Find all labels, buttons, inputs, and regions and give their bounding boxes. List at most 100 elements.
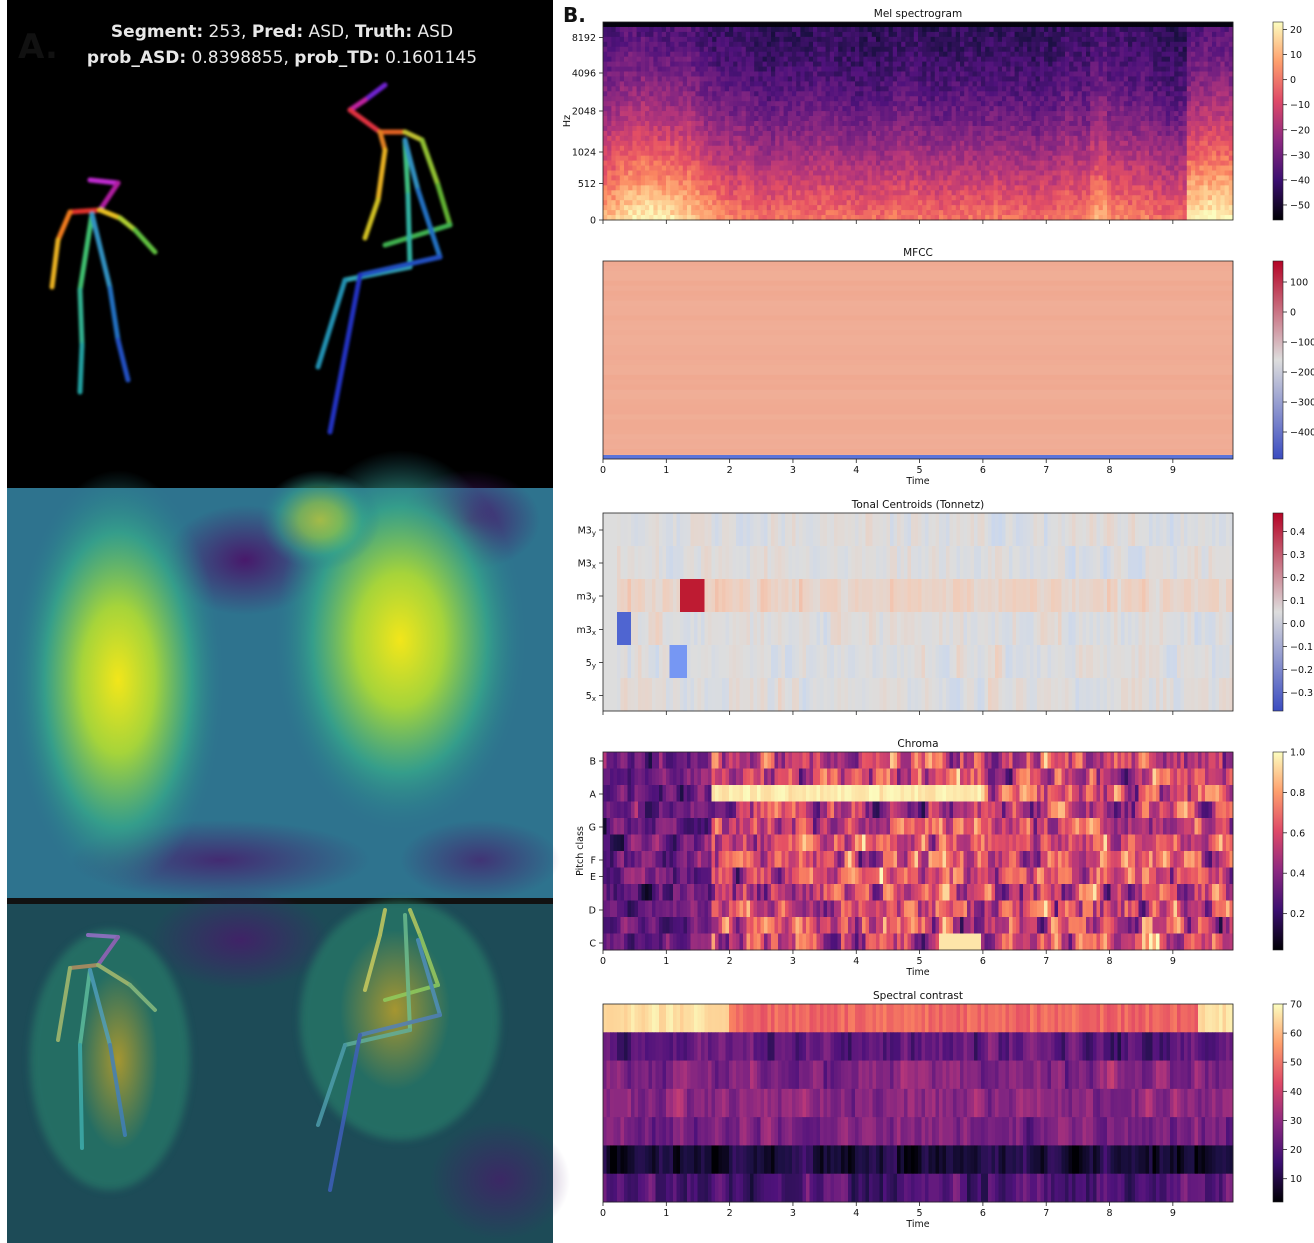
cell bbox=[645, 155, 650, 161]
cell bbox=[1023, 140, 1028, 147]
cell bbox=[960, 51, 965, 58]
cell bbox=[943, 61, 948, 67]
cell bbox=[1031, 111, 1036, 117]
cell bbox=[771, 205, 776, 211]
cell bbox=[1111, 91, 1116, 97]
cell bbox=[1035, 22, 1041, 28]
cell bbox=[934, 116, 940, 122]
cell bbox=[985, 31, 990, 38]
cell bbox=[737, 46, 742, 53]
cell bbox=[1073, 71, 1078, 77]
cell bbox=[1010, 81, 1015, 87]
cell bbox=[762, 61, 768, 67]
cell bbox=[636, 140, 642, 147]
cell bbox=[1014, 106, 1020, 112]
cell bbox=[666, 175, 671, 181]
cell bbox=[842, 46, 847, 53]
cell bbox=[1039, 31, 1045, 38]
cell bbox=[1048, 71, 1053, 77]
cell bbox=[1073, 130, 1078, 137]
cell bbox=[632, 125, 637, 132]
cell bbox=[1073, 215, 1078, 221]
cell bbox=[968, 145, 973, 152]
cell bbox=[867, 22, 873, 28]
cell bbox=[779, 205, 784, 211]
cell bbox=[703, 22, 709, 28]
cell bbox=[649, 71, 654, 77]
cell bbox=[619, 22, 625, 28]
cell bbox=[1027, 185, 1032, 191]
cell bbox=[619, 185, 625, 191]
cell bbox=[699, 61, 705, 67]
cell bbox=[922, 125, 927, 132]
cell bbox=[628, 51, 633, 58]
cell bbox=[1094, 86, 1099, 92]
cell bbox=[607, 41, 612, 48]
cell bbox=[850, 190, 856, 196]
cell bbox=[724, 170, 730, 176]
cell bbox=[1044, 185, 1049, 191]
cell bbox=[918, 200, 923, 206]
cell bbox=[918, 106, 923, 112]
cell bbox=[792, 155, 797, 161]
cell bbox=[708, 185, 713, 191]
cell bbox=[1065, 86, 1070, 92]
cell bbox=[804, 86, 810, 92]
cell bbox=[657, 195, 663, 201]
cell bbox=[846, 111, 852, 117]
cell bbox=[972, 91, 978, 97]
cell bbox=[1006, 125, 1011, 132]
cell bbox=[758, 61, 763, 67]
cell bbox=[737, 116, 742, 122]
cell bbox=[733, 195, 738, 201]
cell bbox=[1077, 125, 1083, 132]
cell bbox=[1086, 22, 1091, 28]
cell bbox=[1081, 96, 1087, 102]
cell bbox=[649, 66, 654, 72]
cell bbox=[657, 36, 663, 43]
panel-a: A. Segment: 253, Pred: ASD, Truth: ASD p… bbox=[7, 0, 570, 1243]
cell bbox=[825, 170, 831, 176]
cell bbox=[1115, 71, 1120, 77]
cell bbox=[1006, 170, 1011, 176]
cell bbox=[1044, 81, 1049, 87]
cell bbox=[1111, 155, 1116, 161]
cell bbox=[888, 165, 894, 171]
cell bbox=[687, 170, 692, 176]
cell bbox=[1039, 130, 1045, 137]
cell bbox=[645, 101, 650, 107]
cell bbox=[909, 160, 915, 166]
cell bbox=[754, 22, 759, 28]
cell bbox=[640, 190, 646, 196]
cell bbox=[863, 200, 868, 206]
cell bbox=[842, 205, 847, 211]
cell bbox=[678, 91, 684, 97]
cell bbox=[750, 86, 755, 92]
cell bbox=[892, 106, 898, 112]
cell bbox=[934, 81, 940, 87]
cell bbox=[976, 86, 982, 92]
cell bbox=[603, 150, 608, 157]
cell bbox=[1111, 210, 1116, 216]
cell bbox=[960, 81, 965, 87]
cell bbox=[611, 205, 616, 211]
cell bbox=[737, 51, 742, 58]
cell bbox=[661, 195, 667, 201]
cell bbox=[909, 125, 915, 132]
cell bbox=[661, 51, 667, 58]
cell bbox=[699, 76, 705, 82]
cell bbox=[741, 61, 747, 67]
cell bbox=[1039, 200, 1045, 206]
cell bbox=[892, 96, 898, 102]
cell bbox=[678, 175, 684, 181]
cell bbox=[817, 180, 822, 186]
cell bbox=[1031, 150, 1036, 157]
cell bbox=[829, 56, 835, 62]
cell bbox=[750, 56, 755, 62]
cell bbox=[813, 140, 818, 147]
cell bbox=[850, 215, 856, 221]
cell bbox=[1069, 71, 1074, 77]
cell bbox=[1073, 106, 1078, 112]
cell bbox=[687, 160, 692, 166]
cell bbox=[804, 165, 810, 171]
